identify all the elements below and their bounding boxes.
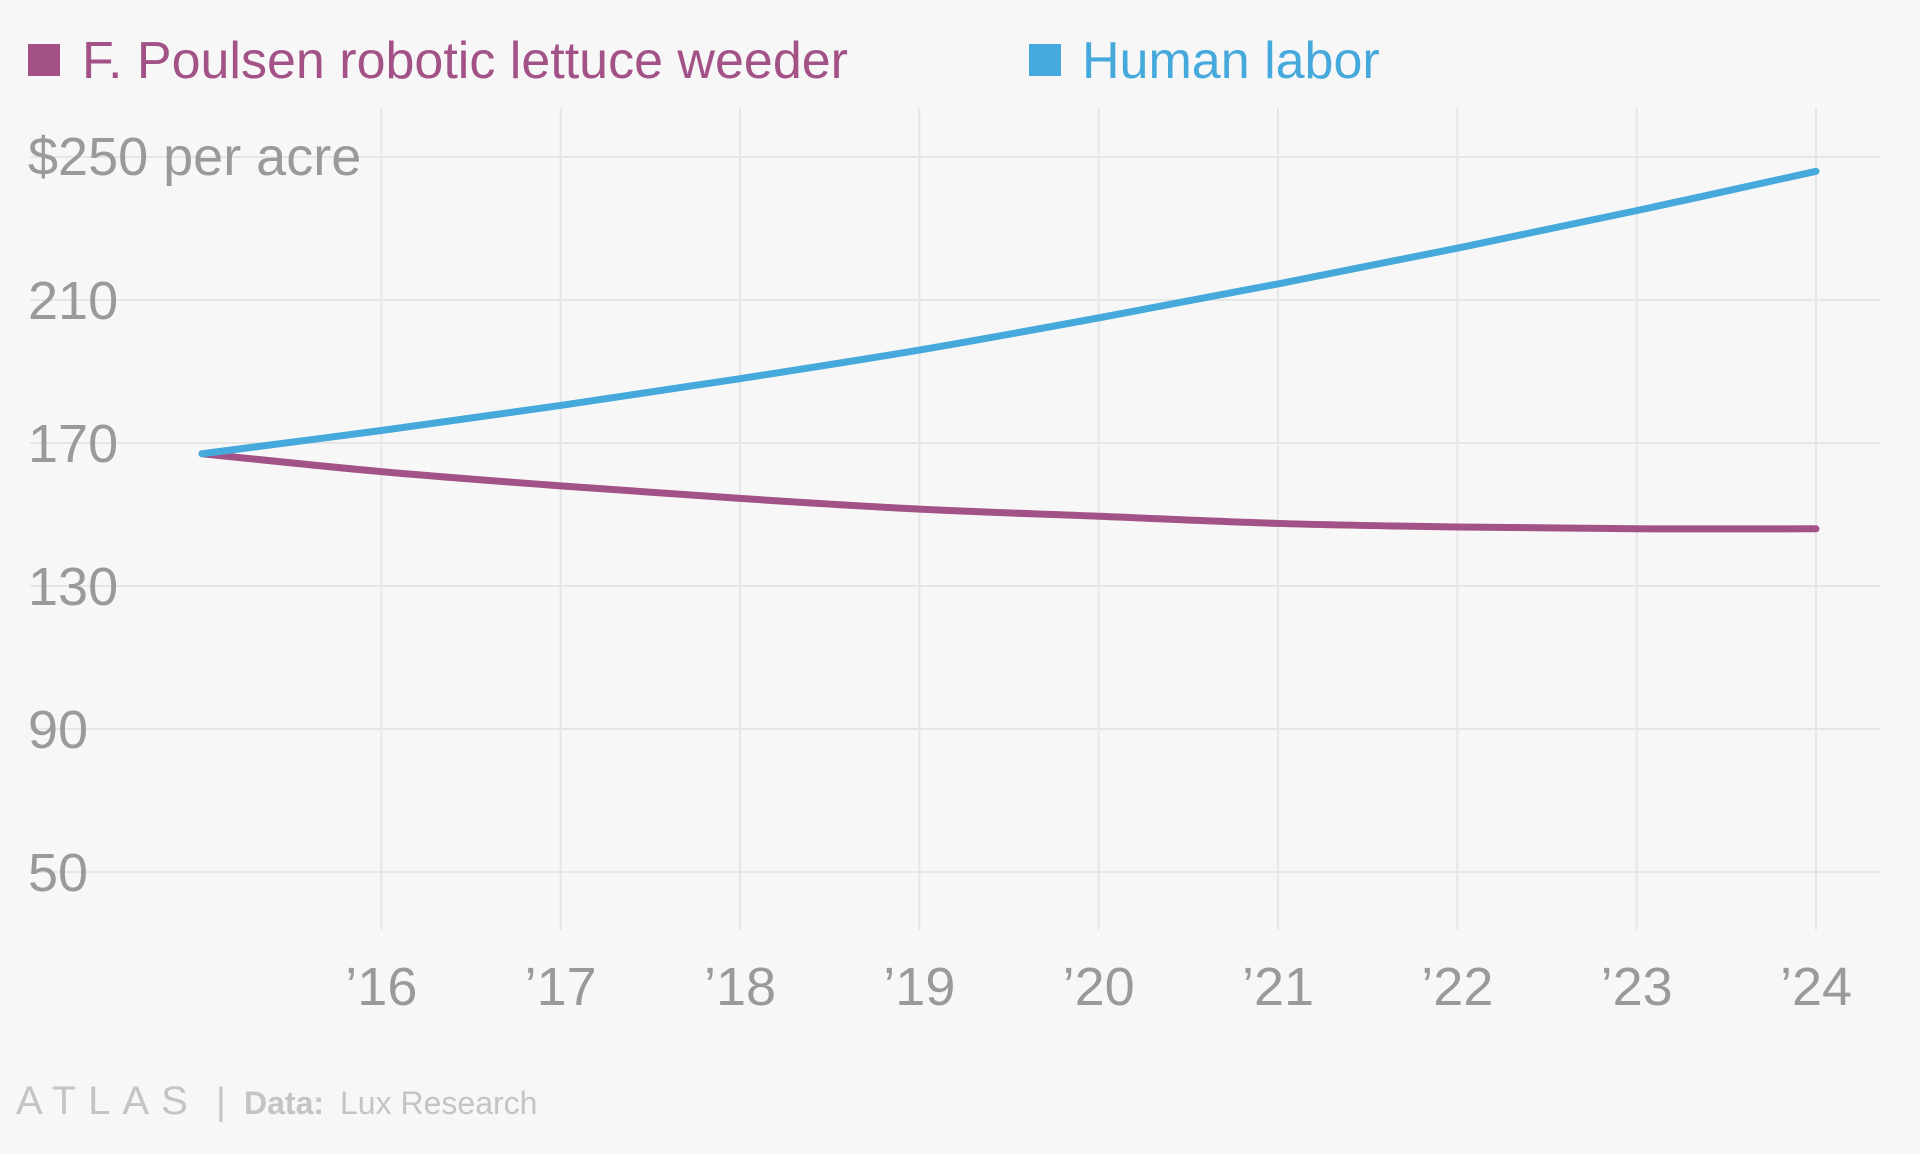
- y-tick-label: $250 per acre: [28, 127, 361, 187]
- y-axis-tick-labels: $250 per acre 210 170 130 90 50: [28, 127, 361, 903]
- legend-swatch-robotic-weeder: [28, 44, 60, 76]
- series-line-robotic-weeder: [198, 450, 1820, 533]
- gridlines: [30, 108, 1880, 930]
- source-name: Lux Research: [340, 1085, 537, 1121]
- y-tick-label: 90: [28, 700, 88, 760]
- y-tick-label: 50: [28, 843, 88, 903]
- atlas-logo: ATLAS: [16, 1079, 200, 1123]
- source-label: Data:: [244, 1085, 324, 1121]
- x-axis-tick-labels: ’16 ’17 ’18 ’19 ’20 ’21 ’22 ’23 ’24: [345, 957, 1852, 1017]
- y-tick-label: 210: [28, 271, 118, 331]
- series-line-human-labor: [198, 167, 1820, 458]
- x-tick-label: ’17: [525, 957, 597, 1017]
- x-tick-label: ’23: [1601, 957, 1673, 1017]
- legend-label-robotic-weeder: F. Poulsen robotic lettuce weeder: [82, 32, 848, 90]
- x-tick-label: ’24: [1780, 957, 1852, 1017]
- x-tick-label: ’22: [1421, 957, 1493, 1017]
- x-tick-label: ’20: [1063, 957, 1135, 1017]
- series-lines: [198, 167, 1820, 533]
- legend: F. Poulsen robotic lettuce weeder Human …: [28, 32, 1380, 90]
- x-tick-label: ’16: [345, 957, 417, 1017]
- legend-swatch-human-labor: [1029, 44, 1061, 76]
- x-tick-label: ’18: [704, 957, 776, 1017]
- footer: ATLAS | Data: Lux Research: [16, 1079, 537, 1123]
- y-tick-label: 170: [28, 414, 118, 474]
- x-tick-label: ’21: [1242, 957, 1314, 1017]
- footer-separator: |: [216, 1081, 226, 1123]
- y-tick-label: 130: [28, 557, 118, 617]
- x-tick-label: ’19: [883, 957, 955, 1017]
- legend-label-human-labor: Human labor: [1082, 32, 1380, 90]
